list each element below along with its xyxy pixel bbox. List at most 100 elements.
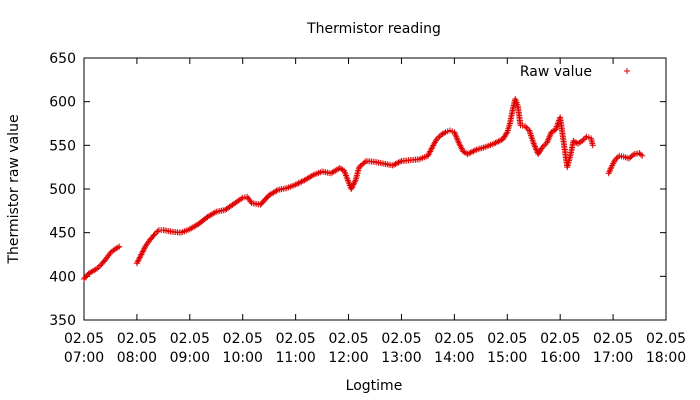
- data-point: [539, 144, 546, 151]
- data-point: [530, 140, 537, 147]
- data-point: [579, 137, 586, 144]
- x-tick-label: 02.05 17:00: [593, 331, 633, 366]
- data-point-interpolated: [452, 132, 459, 139]
- data-point-interpolated: [523, 124, 530, 131]
- data-point-interpolated: [238, 195, 245, 202]
- data-point-interpolated: [441, 130, 448, 137]
- data-point-interpolated: [532, 145, 539, 152]
- data-point-interpolated: [531, 142, 538, 149]
- x-tick-label: 02.05 09:00: [170, 331, 210, 366]
- data-point-interpolated: [134, 258, 141, 265]
- data-point-interpolated: [153, 229, 160, 236]
- data-point-interpolated: [451, 130, 458, 137]
- y-tick-label: 500: [49, 182, 76, 198]
- data-point: [389, 162, 396, 169]
- data-point-interpolated: [351, 178, 358, 185]
- data-point-interpolated: [392, 160, 399, 167]
- data-points: [81, 96, 646, 282]
- data-point-interpolated: [295, 180, 302, 187]
- x-tick-label: 02.05 13:00: [381, 331, 421, 366]
- data-point: [133, 260, 140, 267]
- y-tick-label: 450: [49, 226, 76, 242]
- data-point-interpolated: [580, 136, 587, 143]
- data-point: [424, 152, 431, 159]
- data-point-interpolated: [546, 133, 553, 140]
- data-point: [455, 139, 462, 146]
- data-point-interpolated: [453, 133, 460, 140]
- data-point-interpolated: [136, 255, 143, 262]
- data-point-interpolated: [470, 148, 477, 155]
- data-point: [151, 231, 158, 238]
- data-point-interpolated: [426, 149, 433, 156]
- data-point-interpolated: [95, 264, 102, 271]
- data-point-interpolated: [141, 245, 148, 252]
- data-point-interpolated: [428, 145, 435, 152]
- data-point-interpolated: [467, 149, 474, 156]
- x-tick-label: 02.05 11:00: [275, 331, 315, 366]
- chart-title: Thermistor reading: [306, 21, 441, 37]
- data-point: [491, 140, 498, 147]
- data-point-interpolated: [150, 232, 157, 239]
- data-point: [116, 243, 123, 250]
- data-point-interpolated: [351, 180, 358, 187]
- x-tick-label: 02.05 10:00: [223, 331, 263, 366]
- data-point-interpolated: [349, 183, 356, 190]
- data-point-interpolated: [140, 247, 147, 254]
- data-point-interpolated: [435, 134, 442, 141]
- data-point-interpolated: [427, 146, 434, 153]
- data-point-interpolated: [524, 126, 531, 133]
- data-point-interpolated: [97, 262, 104, 269]
- y-tick-label: 350: [49, 313, 76, 329]
- x-tick-label: 02.05 12:00: [328, 331, 368, 366]
- y-tick-label: 550: [49, 138, 76, 154]
- data-point: [138, 251, 145, 258]
- data-point-interpolated: [458, 145, 465, 152]
- data-point-interpolated: [544, 138, 551, 145]
- data-point-interpolated: [492, 139, 499, 146]
- axis-ticks: [83, 57, 667, 321]
- data-point: [639, 152, 646, 159]
- data-point: [433, 136, 440, 143]
- data-point: [451, 129, 458, 136]
- data-point-interpolated: [427, 148, 434, 155]
- y-tick-label: 600: [49, 95, 76, 111]
- x-tick-label: 02.05 16:00: [540, 331, 580, 366]
- data-point-interpolated: [350, 181, 357, 188]
- legend-label: Raw value: [520, 64, 592, 80]
- data-point-interpolated: [294, 180, 301, 187]
- data-point-interpolated: [582, 135, 589, 142]
- data-point: [464, 151, 471, 158]
- data-point-interpolated: [391, 161, 398, 168]
- legend: Raw value: [520, 64, 630, 80]
- data-point-interpolated: [361, 159, 368, 166]
- data-point-interpolated: [629, 152, 636, 159]
- data-point-interpolated: [396, 158, 403, 165]
- data-point-interpolated: [273, 187, 280, 194]
- x-tick-label: 02.05 08:00: [117, 331, 157, 366]
- data-point-interpolated: [114, 244, 121, 251]
- data-point-interpolated: [457, 144, 464, 151]
- data-point-interpolated: [297, 179, 304, 186]
- data-point-interpolated: [637, 151, 644, 158]
- plot-frame: [83, 57, 667, 321]
- data-point-interpolated: [455, 138, 462, 145]
- data-point-interpolated: [425, 151, 432, 158]
- y-tick-label: 650: [49, 51, 76, 67]
- x-tick-label: 02.05 15:00: [487, 331, 527, 366]
- legend-marker: [624, 68, 630, 74]
- data-point-interpolated: [154, 228, 161, 235]
- data-point-interpolated: [298, 178, 305, 185]
- data-point: [94, 265, 101, 272]
- data-point-interpolated: [496, 137, 503, 144]
- data-point-interpolated: [137, 252, 144, 259]
- x-tick-label: 02.05 07:00: [64, 331, 104, 366]
- y-axis-label: Thermistor raw value: [6, 114, 22, 264]
- data-point-interpolated: [394, 160, 401, 167]
- data-point-interpolated: [495, 138, 502, 145]
- data-point-interpolated: [545, 135, 552, 142]
- data-point-interpolated: [613, 155, 620, 162]
- x-tick-label: 02.05 14:00: [434, 331, 474, 366]
- data-point-interpolated: [308, 172, 315, 179]
- axis-tick-labels: 350 400 450 500 550 600 650 02.05 07:00 02.05 08:0…: [49, 51, 686, 366]
- x-axis-label: Logtime: [346, 378, 403, 394]
